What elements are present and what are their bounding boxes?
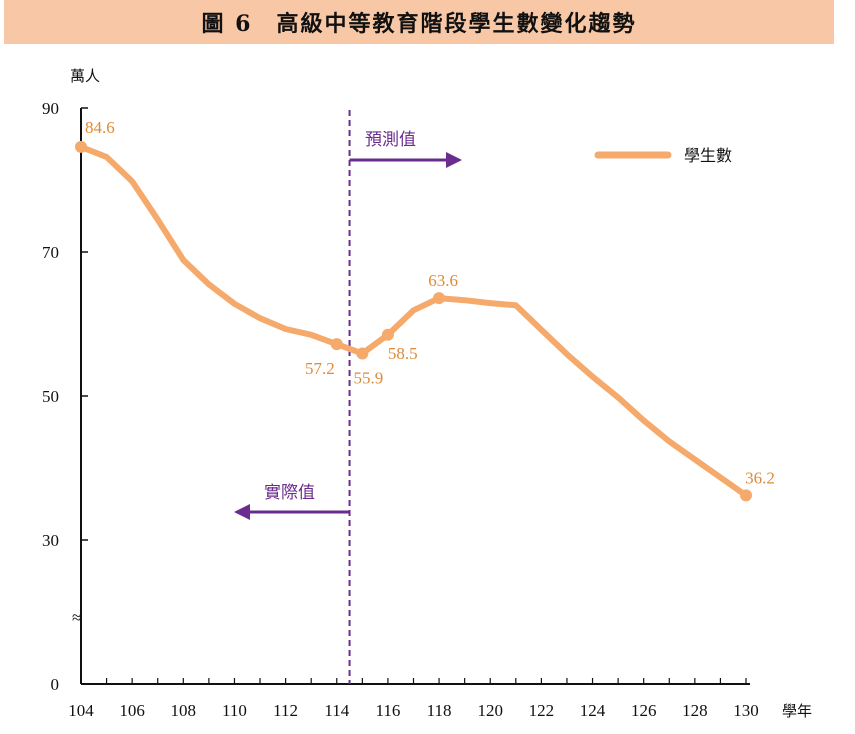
data-point bbox=[75, 140, 87, 153]
series-line bbox=[78, 143, 749, 499]
x-tick-label: 120 bbox=[477, 701, 503, 720]
data-label: 84.6 bbox=[85, 118, 115, 137]
x-tick-label: 124 bbox=[580, 701, 606, 720]
x-tick-label: 116 bbox=[375, 701, 400, 720]
forecast-arrow-head bbox=[446, 152, 462, 168]
data-point bbox=[740, 489, 752, 502]
x-tick-label: 106 bbox=[119, 701, 145, 720]
actual-arrow-head bbox=[234, 504, 250, 520]
data-label: 63.6 bbox=[428, 271, 458, 290]
y-tick-label: 70 bbox=[42, 243, 59, 262]
data-label: 36.2 bbox=[745, 468, 775, 487]
y-tick-label: 90 bbox=[42, 99, 59, 118]
x-tick-label: 118 bbox=[427, 701, 452, 720]
x-tick-label: 130 bbox=[733, 701, 759, 720]
y-tick-label: 30 bbox=[42, 531, 59, 550]
forecast-divider bbox=[234, 110, 462, 684]
data-label: 55.9 bbox=[353, 369, 383, 388]
axis-break-symbol: ≈ bbox=[72, 608, 81, 627]
data-point bbox=[433, 292, 446, 305]
data-points bbox=[75, 140, 752, 502]
actual-label: 實際值 bbox=[264, 483, 315, 503]
x-tick-label: 112 bbox=[273, 701, 298, 720]
legend-label: 學生數 bbox=[684, 146, 732, 165]
axes bbox=[80, 107, 750, 685]
x-tick-label: 128 bbox=[682, 701, 708, 720]
y-axis-unit-label: 萬人 bbox=[70, 67, 100, 85]
data-label: 58.5 bbox=[388, 344, 418, 363]
chart-title: 圖 6 高級中等教育階段學生數變化趨勢 bbox=[201, 11, 637, 37]
x-tick-label: 104 bbox=[68, 701, 94, 720]
data-label: 57.2 bbox=[305, 359, 335, 378]
y-tick-label: 0 bbox=[51, 675, 60, 694]
data-labels: 84.6 57.2 55.9 58.5 63.6 36.2 bbox=[85, 118, 775, 487]
x-tick-label: 108 bbox=[171, 701, 197, 720]
y-tick-labels: 0 30 50 70 90 bbox=[42, 99, 59, 694]
x-axis-unit-label: 學年 bbox=[782, 702, 812, 720]
data-point bbox=[381, 328, 394, 341]
data-point bbox=[330, 338, 343, 351]
data-point bbox=[356, 347, 369, 360]
y-tick-label: 50 bbox=[42, 387, 59, 406]
x-tick-label: 110 bbox=[222, 701, 247, 720]
series-students bbox=[78, 143, 749, 499]
x-tick-labels: 104 106 108 110 112 114 116 118 120 122 124 126 128 1… bbox=[68, 701, 759, 720]
x-tick-label: 122 bbox=[529, 701, 555, 720]
legend: 學生數 bbox=[594, 146, 732, 165]
x-tick-label: 114 bbox=[324, 701, 349, 720]
x-tick-label: 126 bbox=[631, 701, 657, 720]
forecast-label: 預測值 bbox=[365, 130, 416, 150]
chart-title-bar: 圖 6 高級中等教育階段學生數變化趨勢 bbox=[4, 0, 834, 44]
